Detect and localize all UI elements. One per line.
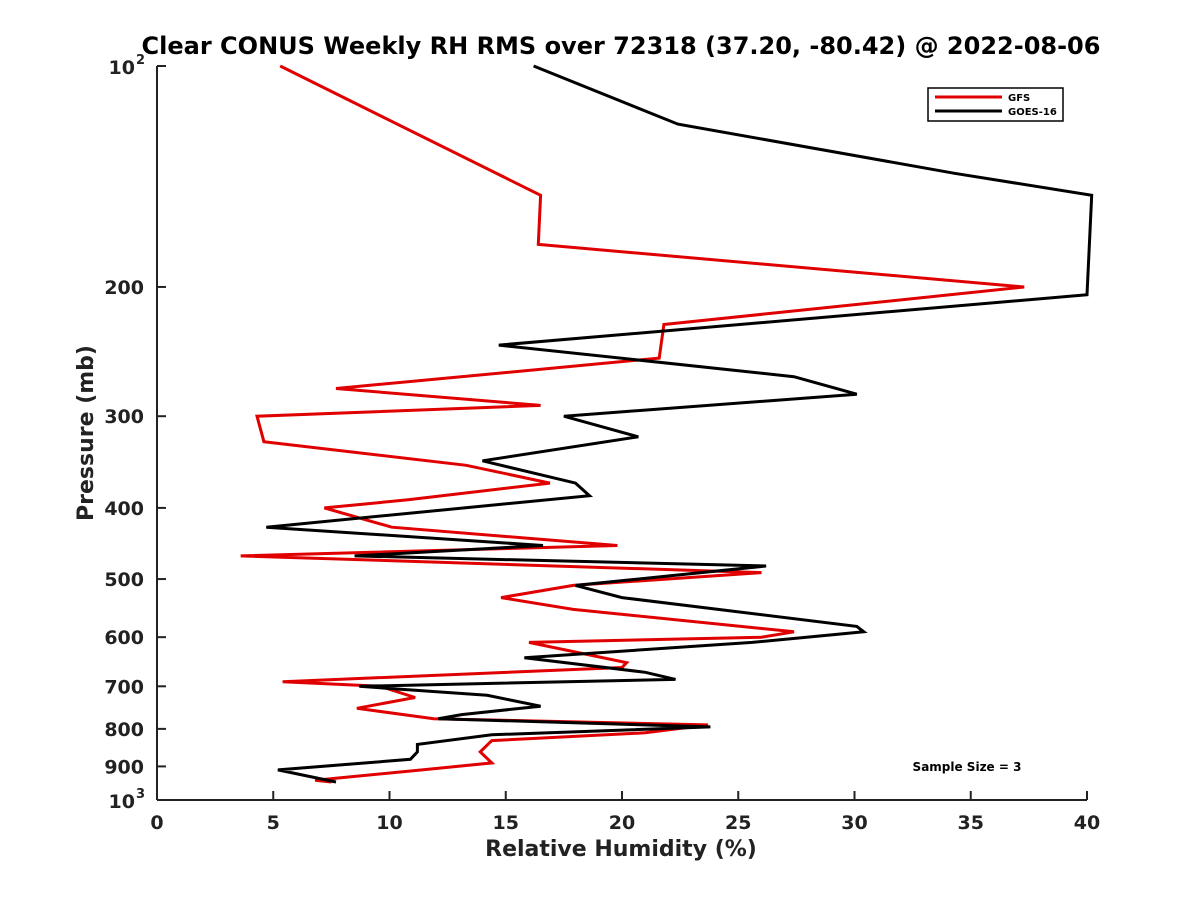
- y-axis-label: Pressure (mb): [74, 345, 99, 521]
- x-tick-label: 30: [841, 812, 867, 834]
- legend-box: [927, 87, 1064, 122]
- series-lines: [240, 64, 1094, 784]
- series-line-gfs: [240, 64, 1025, 784]
- y-tick-label: 500: [104, 569, 144, 591]
- x-tick-label: 0: [150, 812, 163, 834]
- x-axis-label: Relative Humidity (%): [485, 837, 757, 862]
- x-axis-ticks: 0 5 10 15 20 25 30 35 40: [150, 791, 1100, 834]
- y-tick-label: 400: [104, 498, 144, 520]
- series-line-goes16: [266, 64, 1094, 784]
- legend-label-gfs: GFS: [1008, 93, 1030, 104]
- x-tick-label: 10: [376, 812, 402, 834]
- y-tick-label: 200: [104, 277, 144, 299]
- y-tick-label: 800: [104, 719, 144, 741]
- y-tick-exponent: 2: [136, 53, 145, 68]
- chart-title: Clear CONUS Weekly RH RMS over 72318 (37…: [142, 32, 1101, 60]
- legend: GFS GOES-16: [927, 87, 1064, 122]
- y-tick-label: 300: [104, 406, 144, 428]
- y-tick-label: 600: [104, 627, 144, 649]
- y-tick-exponent: 3: [136, 787, 145, 802]
- x-tick-label: 25: [725, 812, 751, 834]
- x-tick-label: 35: [958, 812, 984, 834]
- y-tick-label: 10: [109, 57, 135, 79]
- y-tick-label: 10: [109, 791, 135, 813]
- x-tick-label: 15: [493, 812, 519, 834]
- legend-label-goes16: GOES-16: [1008, 107, 1057, 118]
- y-tick-label: 900: [104, 756, 144, 778]
- x-tick-label: 20: [609, 812, 635, 834]
- sample-size-annotation: Sample Size = 3: [913, 760, 1022, 774]
- y-tick-label: 700: [104, 676, 144, 698]
- x-tick-label: 5: [267, 812, 280, 834]
- x-tick-label: 40: [1074, 812, 1100, 834]
